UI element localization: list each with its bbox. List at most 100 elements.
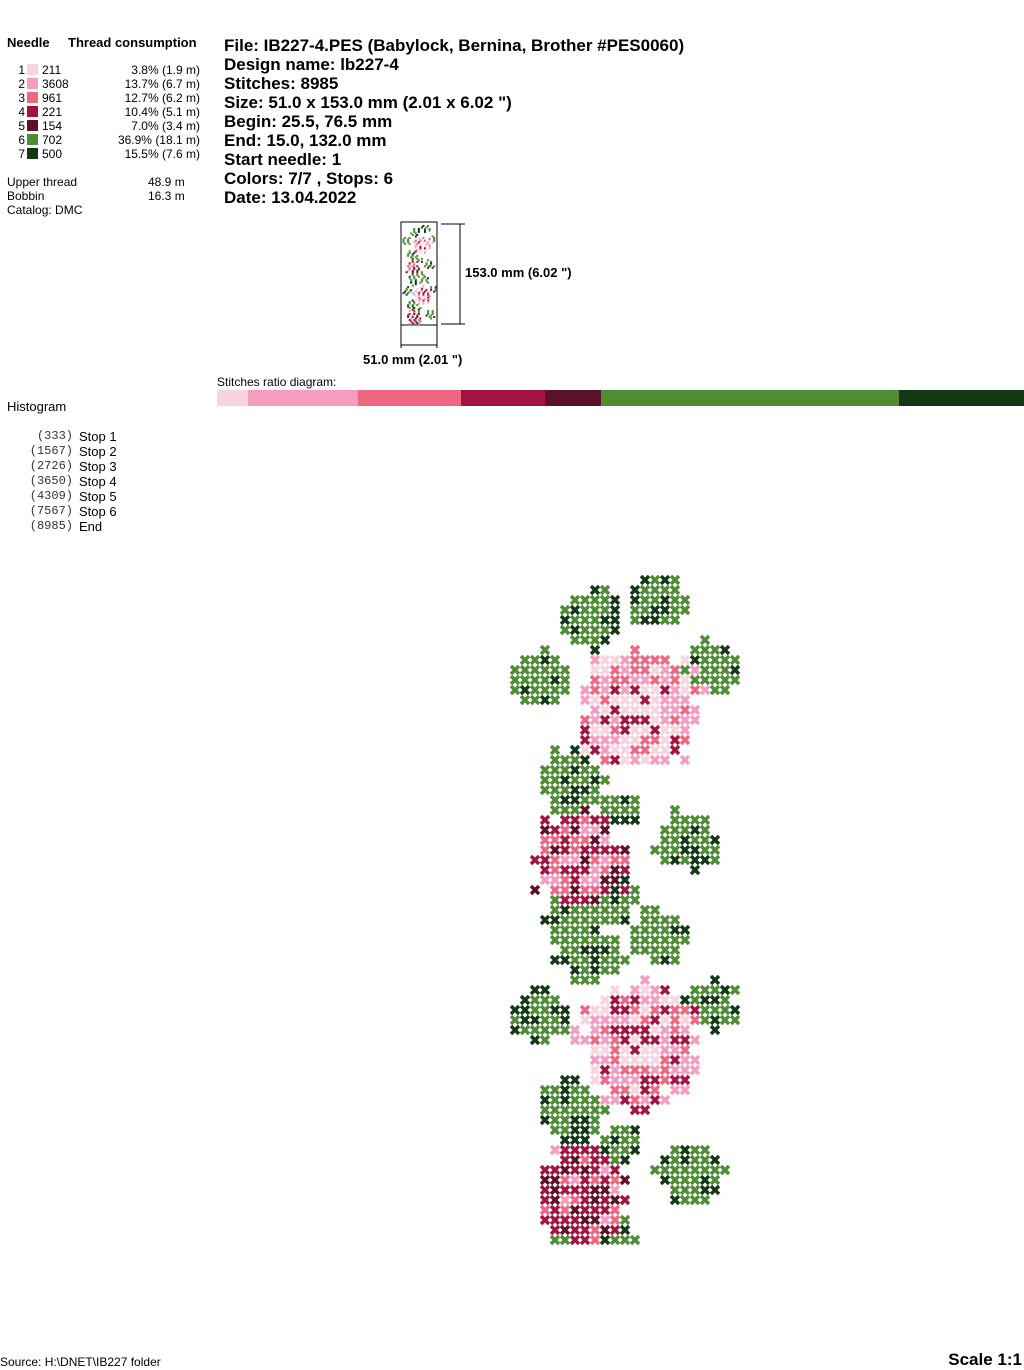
thumb-stitch xyxy=(413,263,416,266)
thumb-stitch xyxy=(407,304,410,307)
cross-stitch xyxy=(599,1214,611,1226)
ratio-segment xyxy=(247,390,359,406)
thumb-stitch xyxy=(427,241,430,244)
cross-stitch xyxy=(579,904,591,916)
cross-stitch xyxy=(689,1154,701,1166)
cross-stitch xyxy=(579,1124,591,1136)
cross-stitch xyxy=(549,894,561,906)
cross-stitch xyxy=(689,1164,701,1176)
cross-stitch xyxy=(609,904,621,916)
cross-stitch xyxy=(659,594,671,606)
thumb-stitch xyxy=(413,251,416,254)
cross-stitch xyxy=(629,734,641,746)
thumb-stitch xyxy=(427,313,430,316)
cross-stitch xyxy=(539,1084,551,1096)
cross-stitch xyxy=(539,1184,551,1196)
cross-stitch xyxy=(659,664,671,676)
cross-stitch xyxy=(589,844,601,856)
thumb-stitch xyxy=(420,278,423,281)
cross-stitch xyxy=(579,774,591,786)
thumb-stitch xyxy=(414,250,417,253)
cross-stitch xyxy=(549,1184,561,1196)
thumb-stitch xyxy=(420,242,423,245)
cross-stitch xyxy=(549,754,561,766)
cross-stitch xyxy=(549,1084,561,1096)
cross-stitch xyxy=(569,1144,581,1156)
cross-stitch xyxy=(619,1224,631,1236)
cross-stitch xyxy=(689,1004,701,1016)
cross-stitch xyxy=(679,664,691,676)
thumb-stitch xyxy=(416,274,419,277)
cross-stitch xyxy=(569,744,581,756)
cross-stitch xyxy=(569,924,581,936)
cross-stitch xyxy=(659,724,671,736)
cross-stitch xyxy=(599,584,611,596)
cross-stitch xyxy=(609,1004,621,1016)
cross-stitch xyxy=(569,764,581,776)
cross-stitch xyxy=(729,654,741,666)
cross-stitch xyxy=(619,804,631,816)
cross-stitch xyxy=(559,914,571,926)
cross-stitch xyxy=(709,854,721,866)
cross-stitch xyxy=(609,994,621,1006)
thumb-stitch xyxy=(428,236,431,239)
thumb-stitch xyxy=(427,281,430,284)
cross-stitch xyxy=(619,1004,631,1016)
cross-stitch xyxy=(609,664,621,676)
cross-stitch xyxy=(639,1064,651,1076)
thumb-stitch xyxy=(419,290,422,293)
thumb-stitch xyxy=(422,284,425,287)
cross-stitch xyxy=(699,664,711,676)
thumb-stitch xyxy=(413,319,416,322)
thumb-stitch xyxy=(433,316,436,319)
thumb-stitch xyxy=(423,251,426,254)
cross-stitch xyxy=(669,1044,681,1056)
thread-usage: 12.7% (6.2 m) xyxy=(124,91,200,105)
thumb-stitch xyxy=(404,290,407,293)
cross-stitch xyxy=(669,994,681,1006)
cross-stitch xyxy=(609,754,621,766)
cross-stitch xyxy=(519,684,531,696)
cross-stitch xyxy=(649,904,661,916)
cross-stitch xyxy=(539,774,551,786)
cross-stitch xyxy=(609,1054,621,1066)
cross-stitch xyxy=(619,954,631,966)
thumb-stitch xyxy=(407,254,410,257)
cross-stitch xyxy=(629,694,641,706)
cross-stitch xyxy=(609,1224,621,1236)
cross-stitch xyxy=(629,1004,641,1016)
cross-stitch xyxy=(569,1234,581,1246)
bobbin-label: Bobbin xyxy=(7,189,45,203)
cross-stitch xyxy=(619,814,631,826)
cross-stitch xyxy=(659,914,671,926)
cross-stitch xyxy=(699,674,711,686)
cross-stitch xyxy=(539,994,551,1006)
cross-stitch xyxy=(599,854,611,866)
cross-stitch xyxy=(679,934,691,946)
cross-stitch xyxy=(569,864,581,876)
cross-stitch xyxy=(669,854,681,866)
color-swatch xyxy=(27,78,38,89)
thumb-stitch xyxy=(422,286,425,289)
cross-stitch xyxy=(559,1204,571,1216)
thumb-stitch xyxy=(416,322,419,325)
cross-stitch xyxy=(589,724,601,736)
stop-count: (7567) xyxy=(29,504,73,518)
cross-stitch xyxy=(689,854,701,866)
cross-stitch xyxy=(629,644,641,656)
cross-stitch xyxy=(679,1034,691,1046)
thumb-stitch xyxy=(422,296,425,299)
cross-stitch xyxy=(729,674,741,686)
histogram-stop: (7567) Stop 6 xyxy=(0,504,117,519)
cross-stitch xyxy=(669,924,681,936)
cross-stitch xyxy=(659,1074,671,1086)
cross-stitch xyxy=(559,824,571,836)
cross-stitch xyxy=(679,594,691,606)
thread-row: 5 154 7.0% (3.4 m) xyxy=(0,119,215,133)
bobbin-value: 16.3 m xyxy=(148,189,185,203)
cross-stitch xyxy=(569,604,581,616)
cross-stitch xyxy=(609,814,621,826)
cross-stitch xyxy=(659,754,671,766)
upper-thread-label: Upper thread xyxy=(7,175,78,189)
cross-stitch xyxy=(669,1074,681,1086)
